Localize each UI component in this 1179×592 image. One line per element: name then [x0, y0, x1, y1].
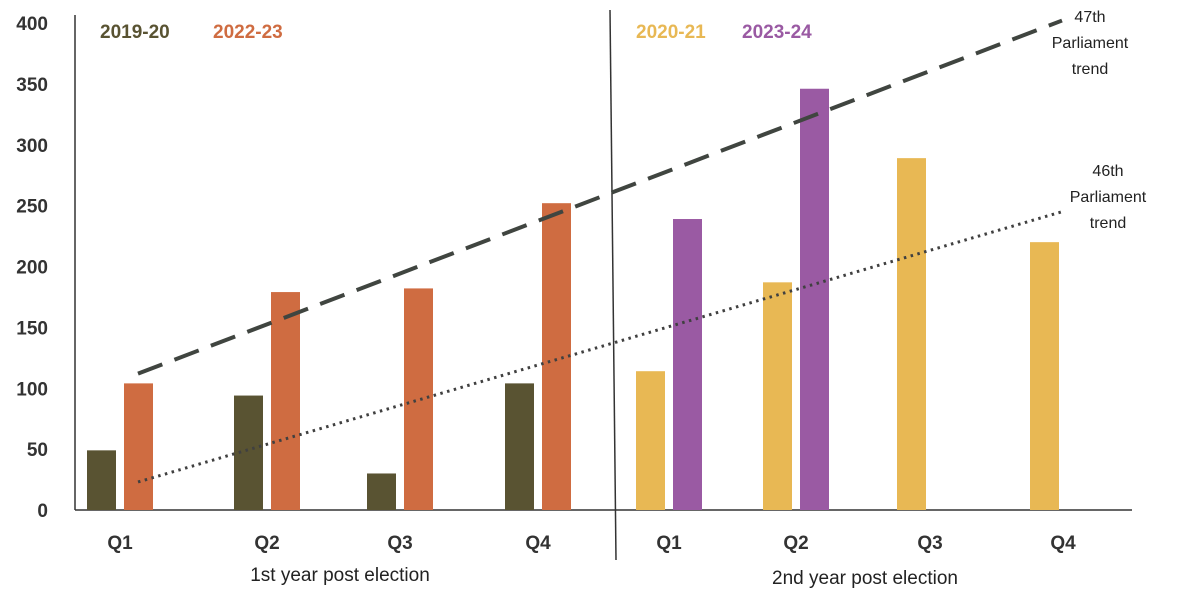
y-tick-label: 100: [16, 379, 48, 400]
group-label: 2nd year post election: [772, 568, 958, 589]
bar-2019-20-Q1: [87, 450, 116, 510]
x-tick-label: Q3: [917, 533, 942, 554]
trendline-label: trend: [1090, 215, 1126, 232]
x-tick-label: Q3: [387, 533, 412, 554]
bar-2022-23-Q4: [542, 203, 571, 510]
bar-2022-23-Q1: [124, 383, 153, 510]
bar-2022-23-Q3: [404, 288, 433, 510]
y-tick-label: 300: [16, 136, 48, 157]
trendline-47th: [137, 18, 1063, 376]
x-tick-label: Q1: [107, 533, 133, 554]
trendline-label: 47th: [1074, 9, 1105, 26]
legend-entry-2019-20: 2019-20: [100, 22, 170, 43]
bar-2020-21-Q3: [897, 158, 926, 510]
legend-entry-2022-23: 2022-23: [213, 22, 283, 43]
y-tick-label: 150: [16, 318, 48, 339]
bar-2020-21-Q1: [636, 371, 665, 510]
y-tick-label: 400: [16, 14, 48, 35]
legend-entry-2023-24: 2023-24: [742, 22, 812, 43]
x-tick-label: Q1: [656, 533, 682, 554]
y-tick-label: 350: [16, 75, 48, 96]
bar-2022-23-Q2: [271, 292, 300, 510]
trendline-label: trend: [1072, 61, 1108, 78]
trendline-label: Parliament: [1070, 189, 1147, 206]
bar-2019-20-Q3: [367, 473, 396, 510]
y-tick-label: 50: [27, 440, 48, 461]
bar-2019-20-Q2: [234, 395, 263, 510]
x-tick-label: Q2: [783, 533, 808, 554]
y-tick-label: 250: [16, 197, 48, 218]
legend-entry-2020-21: 2020-21: [636, 22, 706, 43]
bar-2020-21-Q4: [1030, 242, 1059, 510]
bar-2023-24-Q1: [673, 219, 702, 510]
bar-2019-20-Q4: [505, 383, 534, 510]
trendline-label: Parliament: [1052, 35, 1129, 52]
y-tick-label: 200: [16, 258, 48, 279]
y-tick-label: 0: [37, 501, 48, 522]
group-label: 1st year post election: [250, 565, 430, 586]
x-tick-label: Q4: [525, 533, 551, 554]
x-tick-label: Q2: [254, 533, 279, 554]
bar-2020-21-Q2: [763, 282, 792, 510]
panel-divider: [609, 9, 617, 561]
x-tick-label: Q4: [1050, 533, 1076, 554]
trendline-label: 46th: [1092, 163, 1123, 180]
bar-2023-24-Q2: [800, 88, 829, 511]
